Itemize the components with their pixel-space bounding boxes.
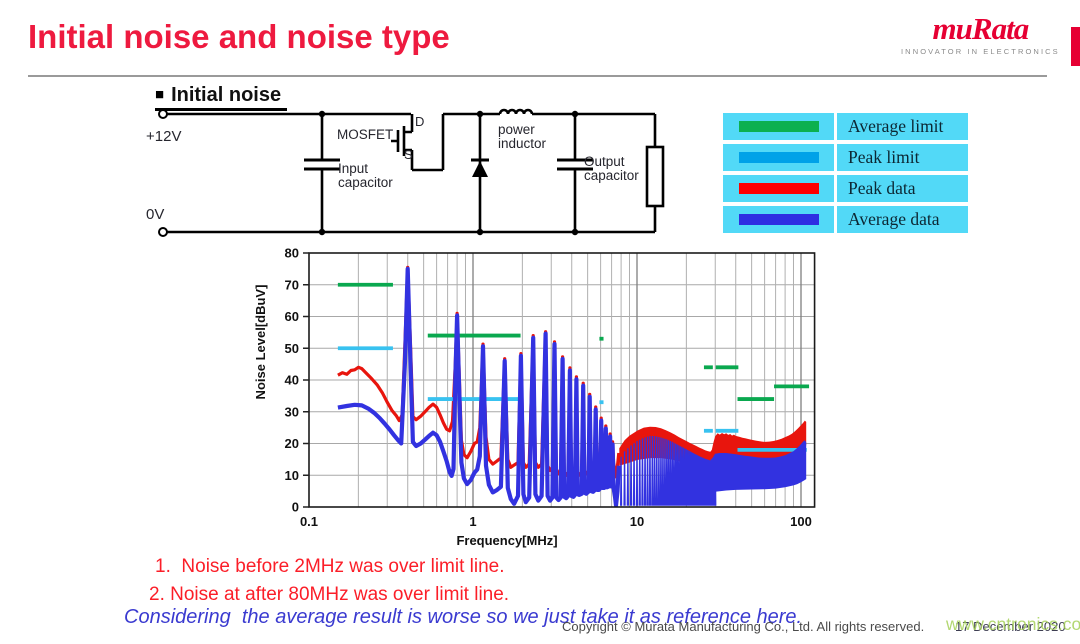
legend-row: Peak data [723, 175, 968, 202]
legend-color-bar [738, 152, 819, 163]
legend-label: Peak limit [837, 144, 968, 171]
noise-spectrum-chart: 0 10 20 30 40 50 60 70 80 0.1 1 10 100 Frequency[MHz]… [253, 246, 816, 548]
input-capacitor-label: Input capacitor [338, 161, 393, 191]
chart-legend: Average limit Peak limit Peak data Average … [723, 113, 968, 237]
inductor-coil-icon [498, 108, 534, 115]
legend-label: Average limit [837, 113, 968, 140]
murata-logo: muRata INNOVATOR IN ELECTRONICS [901, 13, 1060, 56]
load-resistor-icon [645, 145, 665, 208]
vin-terminal [158, 109, 168, 119]
y-axis-title: Noise Level[dBuV] [253, 285, 268, 400]
comment-line: Considering the average result is worse … [124, 606, 803, 628]
average-data-comb [619, 435, 717, 506]
y-tick-label: 30 [285, 404, 299, 419]
legend-label: Peak data [837, 175, 968, 202]
vin-label: +12V [146, 128, 182, 145]
x-tick-label: 0.1 [300, 514, 318, 529]
peak-data-band [619, 420, 807, 468]
diode-triangle-icon [472, 161, 488, 177]
power-inductor-label: power inductor [498, 122, 547, 152]
legend-color-bar [738, 183, 819, 194]
y-tick-label: 60 [285, 309, 299, 324]
mosfet-symbol [391, 114, 445, 172]
murata-logo-tagline: INNOVATOR IN ELECTRONICS [901, 47, 1060, 56]
title-divider [28, 75, 1047, 77]
average-data-line [337, 266, 621, 508]
note-2: 2. Noise at after 80MHz was over limit l… [149, 584, 510, 605]
legend-swatch-cell [723, 113, 834, 140]
legend-swatch-cell [723, 175, 834, 202]
y-tick-label: 10 [285, 468, 299, 483]
y-tick-label: 20 [285, 436, 299, 451]
y-tick-label: 0 [292, 500, 299, 515]
buck-converter-schematic [158, 108, 665, 237]
legend-row: Average limit [723, 113, 968, 140]
legend-swatch-cell [723, 206, 834, 233]
square-bullet-icon: ■ [155, 86, 165, 103]
legend-color-bar [738, 214, 819, 225]
legend-row: Average data [723, 206, 968, 233]
section-heading: ■ Initial noise [155, 84, 288, 111]
output-capacitor-label: Output capacitor [584, 154, 639, 184]
input-cap-plates [304, 158, 340, 171]
gnd-label: 0V [146, 206, 165, 223]
gnd-terminal [158, 227, 168, 237]
y-tick-label: 50 [285, 341, 299, 356]
y-tick-label: 80 [285, 246, 299, 261]
legend-swatch-cell [723, 144, 834, 171]
x-tick-label: 10 [630, 514, 644, 529]
x-axis-title: Frequency[MHz] [456, 533, 557, 548]
red-edge-tab [1071, 27, 1080, 66]
page-title: Initial noise and noise type [28, 18, 450, 55]
x-tick-label: 1 [469, 514, 476, 529]
y-tick-label: 70 [285, 277, 299, 292]
watermark-text: www.cntronics.com [946, 614, 1080, 634]
date-text: 17 December 2020 [955, 619, 1066, 634]
legend-color-bar [738, 121, 819, 132]
section-heading-label: Initial noise [171, 84, 282, 106]
legend-label: Average data [837, 206, 968, 233]
note-1: 1. Noise before 2MHz was over limit line… [155, 556, 505, 577]
x-tick-label: 100 [790, 514, 812, 529]
mosfet-drain-label: D [415, 114, 425, 129]
legend-row: Peak limit [723, 144, 968, 171]
y-tick-label: 40 [285, 373, 299, 388]
output-cap-plates [557, 158, 593, 171]
mosfet-source-label: S [404, 147, 413, 162]
average-data-band [715, 440, 807, 492]
copyright-text: Copyright © Murata Manufacturing Co., Lt… [562, 619, 925, 634]
murata-logo-wordmark: muRata [932, 11, 1030, 46]
mosfet-label: MOSFET [337, 127, 394, 142]
